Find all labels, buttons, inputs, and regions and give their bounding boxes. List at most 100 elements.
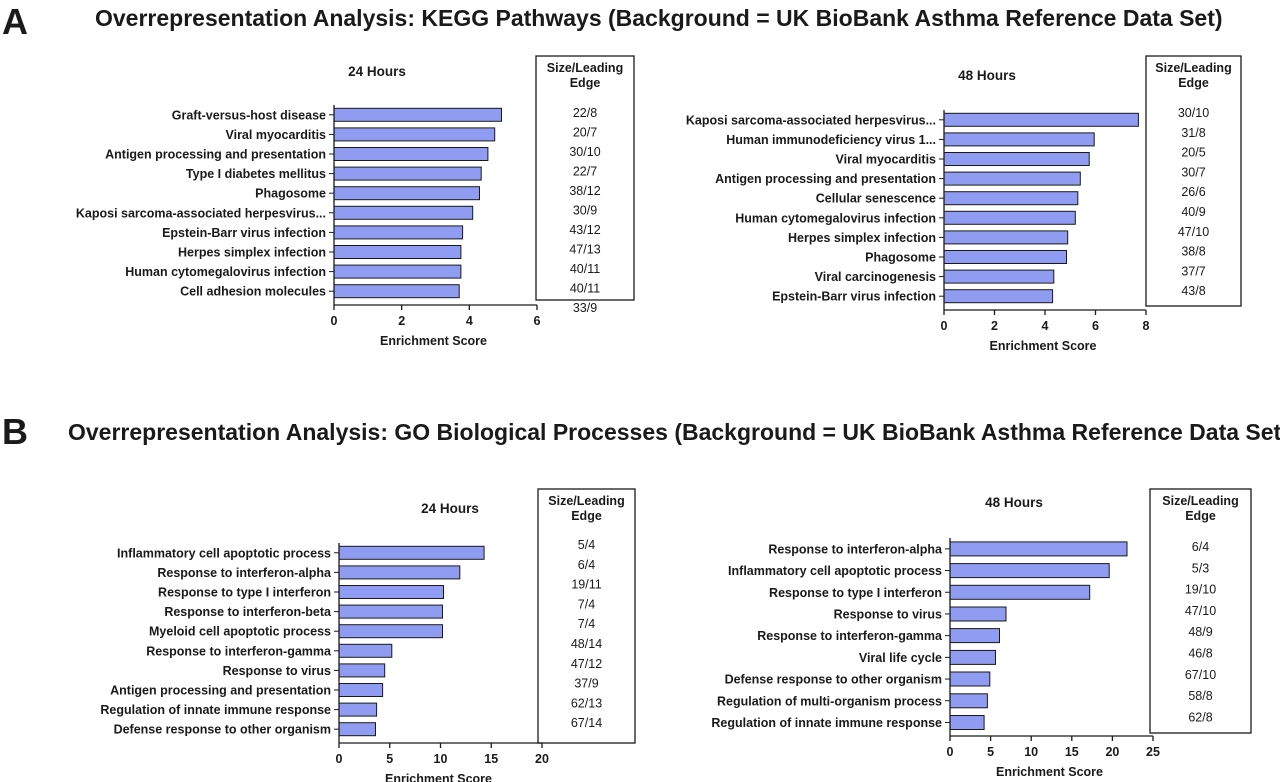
- go-48h-x-tick-label: 20: [1105, 745, 1119, 759]
- panel-a-letter: A: [2, 1, 28, 42]
- go-48h-table-value: 62/8: [1188, 710, 1212, 724]
- kegg-48h-category-label: Epstein-Barr virus infection: [772, 290, 936, 304]
- go-48h-x-tick-label: 5: [987, 745, 994, 759]
- kegg-24h-table-value: 40/11: [570, 262, 600, 276]
- kegg-24h-bar: [333, 147, 489, 161]
- kegg-24h-x-tick-label: 0: [331, 314, 338, 328]
- kegg-48h-table-header-line1: Size/Leading: [1155, 61, 1231, 75]
- go-48h-table-value: 19/10: [1185, 583, 1216, 597]
- kegg-24h-category-label: Type I diabetes mellitus: [186, 167, 326, 181]
- kegg-48h-bar: [943, 289, 1054, 304]
- go-24h-bar: [338, 604, 443, 619]
- go-24h-table-value: 37/9: [574, 677, 598, 691]
- go-24h-x-tick-label: 0: [336, 752, 343, 766]
- go-48h-category-label: Response to interferon-alpha: [768, 542, 943, 556]
- go-24h-category-label: Regulation of innate immune response: [100, 703, 331, 717]
- go-24h-table-value: 47/12: [571, 657, 602, 671]
- kegg-24h-bar: [333, 127, 496, 142]
- kegg-24h-bar: [333, 284, 460, 299]
- go-24h-bar: [338, 663, 386, 678]
- go-24h-category-label: Myeloid cell apoptotic process: [149, 625, 331, 639]
- go-24h-table-value: 6/4: [578, 558, 595, 572]
- kegg-24h-table-value: 22/8: [573, 106, 597, 120]
- kegg-24h-table-value: 47/13: [569, 243, 600, 257]
- go-48h-bar: [949, 715, 985, 730]
- go-48h-bar: [949, 563, 1110, 579]
- go-48h-table-value: 48/9: [1188, 625, 1212, 639]
- go-24h-x-tick-label: 10: [434, 752, 448, 766]
- kegg-48h-bar: [943, 269, 1055, 284]
- go-48h-table-value: 6/4: [1192, 540, 1209, 554]
- kegg-24h-category-label: Antigen processing and presentation: [105, 148, 326, 162]
- kegg-24h-bar: [333, 264, 462, 279]
- kegg-48h-category-label: Human cytomegalovirus infection: [735, 211, 936, 225]
- go-24h-table-value: 7/4: [578, 617, 595, 631]
- kegg-24h-table-header-line2: Edge: [570, 76, 601, 90]
- kegg-48h-category-label: Kaposi sarcoma-associated herpesvirus...: [686, 113, 936, 127]
- go-48h-x-tick-label: 0: [947, 745, 954, 759]
- go-24h-table-header-line1: Size/Leading: [548, 494, 624, 508]
- go-48h-table-value: 67/10: [1185, 668, 1216, 682]
- kegg-24h-category-label: Human cytomegalovirus infection: [125, 265, 326, 279]
- go-48h-bar: [949, 693, 988, 709]
- kegg-24h-table-value: 33/9: [573, 301, 597, 315]
- go-24h-category-label: Response to interferon-alpha: [157, 566, 332, 580]
- kegg-24h-x-tick-label: 4: [466, 314, 473, 328]
- kegg-48h-bar: [943, 230, 1069, 245]
- go-48h-category-label: Response to type I interferon: [769, 586, 942, 600]
- go-24h-bar: [338, 624, 443, 639]
- kegg-48h-table-value: 26/6: [1181, 185, 1205, 199]
- kegg-48h-table-value: 31/8: [1181, 126, 1205, 140]
- kegg-48h-table-value: 20/5: [1181, 146, 1205, 160]
- go-48h-table-box: [1149, 488, 1252, 734]
- go-24h-category-label: Response to interferon-beta: [164, 605, 332, 619]
- go-24h-category-label: Defense response to other organism: [114, 723, 331, 737]
- kegg-48h-table-value: 40/9: [1181, 205, 1205, 219]
- kegg-24h-category-label: Cell adhesion molecules: [180, 285, 326, 299]
- go-24h-table-value: 67/14: [571, 716, 602, 730]
- go-24h-x-tick-label: 15: [484, 752, 498, 766]
- kegg-48h-table-value: 30/10: [1178, 106, 1209, 120]
- go-24h-table-value: 19/11: [571, 578, 601, 592]
- go-48h-bar: [949, 671, 991, 687]
- kegg-24h-category-label: Epstein-Barr virus infection: [162, 226, 326, 240]
- kegg-24h-table-value: 38/12: [569, 184, 600, 198]
- kegg-48h-table-value: 37/7: [1181, 264, 1205, 278]
- kegg-48h-x-axis-label: Enrichment Score: [990, 339, 1097, 353]
- go-24h-category-label: Response to interferon-gamma: [146, 644, 332, 658]
- kegg-48h-category-label: Cellular senescence: [816, 192, 936, 206]
- kegg-48h-bar: [943, 132, 1095, 147]
- go-24h-bar: [338, 683, 384, 697]
- go-24h-bar: [338, 722, 376, 737]
- go-24h-category-label: Inflammatory cell apoptotic process: [117, 546, 331, 560]
- go-24h-table-value: 48/14: [571, 637, 602, 651]
- kegg-48h-category-label: Human immunodeficiency virus 1...: [726, 133, 936, 147]
- kegg-48h-bar: [943, 112, 1139, 127]
- kegg-48h-table-header-line2: Edge: [1178, 76, 1209, 90]
- go-24h-table-value: 62/13: [571, 696, 602, 710]
- go-48h-x-tick-label: 25: [1146, 745, 1160, 759]
- kegg-24h-table-value: 20/7: [573, 126, 597, 140]
- go-24h-bar: [338, 545, 485, 560]
- kegg-48h-bar: [943, 250, 1067, 264]
- go-24h-category-label: Response to virus: [223, 664, 331, 678]
- go-48h-table-value: 46/8: [1188, 647, 1212, 661]
- kegg-48h-table-value: 43/8: [1181, 284, 1205, 298]
- kegg-24h-title: 24 Hours: [348, 64, 406, 79]
- go-48h-category-label: Viral life cycle: [859, 651, 942, 665]
- kegg-24h-category-label: Viral myocarditis: [225, 128, 326, 142]
- kegg-24h-x-tick-label: 2: [398, 314, 405, 328]
- go-24h-title: 24 Hours: [421, 501, 479, 516]
- kegg-24h-table-value: 30/10: [569, 145, 600, 159]
- kegg-48h-bar: [943, 171, 1081, 186]
- kegg-48h-x-tick-label: 6: [1092, 319, 1099, 333]
- kegg-24h-category-label: Graft-versus-host disease: [172, 108, 326, 122]
- go-24h-table-value: 7/4: [578, 597, 595, 611]
- kegg-24h-table-header-line1: Size/Leading: [547, 61, 623, 75]
- kegg-48h-category-label: Antigen processing and presentation: [715, 172, 936, 186]
- kegg-48h-category-label: Herpes simplex infection: [788, 231, 936, 245]
- kegg-48h-bar: [943, 210, 1076, 225]
- panel-a-title: Overrepresentation Analysis: KEGG Pathwa…: [95, 5, 1223, 31]
- panel-b-title: Overrepresentation Analysis: GO Biologic…: [68, 419, 1280, 445]
